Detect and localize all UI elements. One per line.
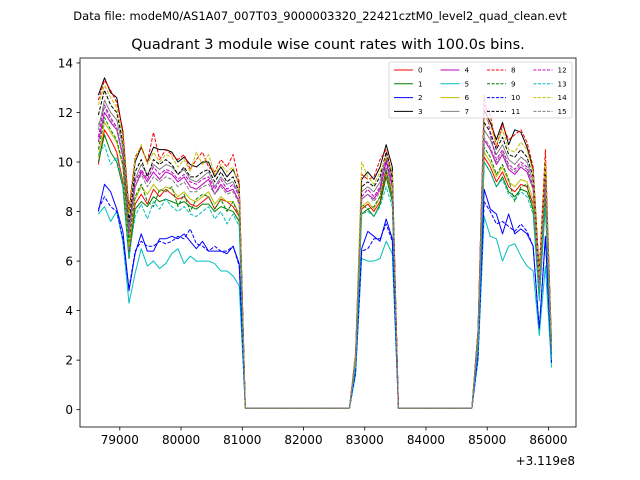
legend-label-2: 2 xyxy=(418,93,423,102)
legend-label-15: 15 xyxy=(558,107,567,116)
legend-label-3: 3 xyxy=(418,107,423,116)
x-tick-label: 82000 xyxy=(284,433,322,447)
legend-label-4: 4 xyxy=(465,66,470,75)
series-9-line-segment-5 xyxy=(471,146,553,409)
series-14-line-segment-5 xyxy=(471,114,553,409)
series-14-line-segment-3 xyxy=(348,156,399,409)
series-0-line-segment-1 xyxy=(97,129,246,409)
legend-label-7: 7 xyxy=(465,107,470,116)
series-13-line-segment-5 xyxy=(471,161,553,409)
series-9-line-segment-1 xyxy=(97,116,246,409)
legend-label-11: 11 xyxy=(511,107,520,116)
series-15 xyxy=(97,107,553,409)
series-15-line-segment-3 xyxy=(348,166,399,409)
x-tick-label: 80000 xyxy=(162,433,200,447)
series-9-line-segment-3 xyxy=(348,168,399,409)
series-5-line-segment-5 xyxy=(471,216,553,409)
x-offset-label: +3.119e8 xyxy=(516,454,575,468)
legend-label-1: 1 xyxy=(418,79,423,88)
y-tick-label: 12 xyxy=(58,106,73,120)
legend-label-0: 0 xyxy=(418,66,423,75)
y-tick-label: 2 xyxy=(65,353,73,367)
legend-label-8: 8 xyxy=(511,66,516,75)
y-tick-label: 4 xyxy=(65,304,73,318)
legend-label-14: 14 xyxy=(558,93,568,102)
y-axis: 0 2 4 6 8 10 12 14 xyxy=(58,56,80,417)
legend-label-6: 6 xyxy=(465,93,470,102)
y-tick-label: 14 xyxy=(58,56,73,70)
legend-label-13: 13 xyxy=(558,79,567,88)
axes-frame xyxy=(79,57,577,428)
x-axis: 79000 80000 81000 82000 83000 84000 85000 86000 xyxy=(101,427,568,447)
series-10-line-segment-1 xyxy=(97,196,246,409)
x-tick-label: 83000 xyxy=(346,433,384,447)
series-14-line-segment-1 xyxy=(97,84,246,409)
series-10-line-segment-3 xyxy=(348,223,399,409)
x-tick-label: 86000 xyxy=(529,433,567,447)
series-10-line-segment-5 xyxy=(471,201,553,409)
legend-label-12: 12 xyxy=(558,66,567,75)
legend-label-9: 9 xyxy=(511,79,516,88)
y-tick-label: 10 xyxy=(58,155,73,169)
y-tick-label: 6 xyxy=(65,254,73,268)
y-tick-label: 8 xyxy=(65,205,73,219)
series-15-line-segment-5 xyxy=(471,136,553,409)
plot-lines xyxy=(97,77,553,409)
legend-box xyxy=(388,61,573,119)
legend-label-10: 10 xyxy=(511,93,521,102)
x-tick-label: 84000 xyxy=(407,433,445,447)
x-tick-label: 81000 xyxy=(223,433,261,447)
x-tick-label: 85000 xyxy=(468,433,506,447)
legend-label-5: 5 xyxy=(465,79,470,88)
series-13-line-segment-1 xyxy=(97,144,246,409)
chart-title: Quadrant 3 module wise count rates with … xyxy=(131,37,525,53)
series-15-line-segment-1 xyxy=(97,107,246,409)
series-5-line-segment-3 xyxy=(348,240,399,409)
figure-suptitle: Data file: modeM0/AS1A07_007T03_90000033… xyxy=(73,9,567,23)
x-tick-label: 79000 xyxy=(101,433,139,447)
y-tick-label: 0 xyxy=(65,403,73,417)
series-13-line-segment-3 xyxy=(348,186,399,409)
